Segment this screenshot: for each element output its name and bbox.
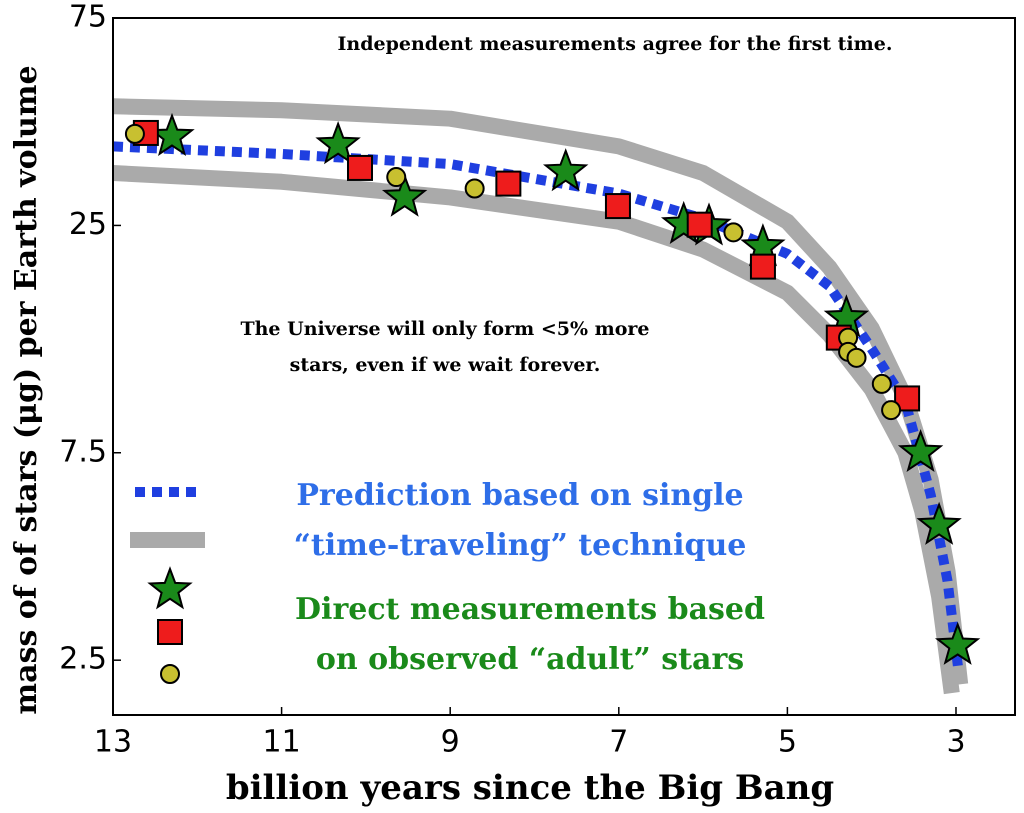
legend-marker — [147, 566, 193, 610]
legend-marker — [160, 664, 180, 684]
x-tick-label: 5 — [778, 725, 797, 760]
circle-point — [723, 222, 744, 243]
square-point — [604, 193, 631, 220]
legend-label: “time-traveling” technique — [294, 528, 747, 563]
circle-point — [464, 178, 485, 199]
legend-label: Prediction based on single — [296, 478, 743, 513]
square-point — [749, 253, 776, 280]
legend-label: Direct measurements based — [295, 592, 765, 627]
circle-point — [871, 373, 892, 394]
prediction-line — [113, 141, 964, 672]
annotation: stars, even if we wait forever. — [290, 354, 601, 376]
star-point — [542, 148, 589, 192]
legend-marker — [157, 619, 183, 645]
x-tick-label: 11 — [263, 725, 301, 760]
x-tick-label: 9 — [441, 725, 460, 760]
annotation: The Universe will only form <5% more — [240, 318, 649, 340]
y-tick-label: 2.5 — [59, 642, 107, 677]
x-tick-label: 13 — [94, 725, 132, 760]
star-point — [381, 173, 428, 217]
legend-label: on observed “adult” stars — [316, 642, 744, 677]
plot-frame — [112, 17, 1016, 716]
circle-point — [881, 400, 902, 421]
star-point — [897, 428, 944, 472]
star-point — [916, 501, 962, 545]
star-point — [934, 621, 981, 665]
y-tick-label: 75 — [69, 0, 107, 35]
x-tick-label: 3 — [946, 725, 965, 760]
square-point — [495, 170, 522, 197]
square-point — [686, 211, 713, 238]
circle-point — [386, 167, 407, 188]
annotation: Independent measurements agree for the f… — [338, 33, 893, 55]
circle-point — [124, 123, 145, 144]
square-point — [346, 154, 373, 181]
y-tick-label: 7.5 — [59, 434, 107, 469]
star-point — [315, 121, 361, 165]
x-tick-label: 7 — [609, 725, 628, 760]
y-tick-label: 25 — [69, 207, 107, 242]
circle-point — [846, 347, 867, 368]
x-axis-label: billion years since the Big Bang — [226, 768, 834, 808]
band-line — [113, 165, 960, 695]
y-axis-label: mass of of stars (μg) per Earth volume — [9, 65, 44, 714]
